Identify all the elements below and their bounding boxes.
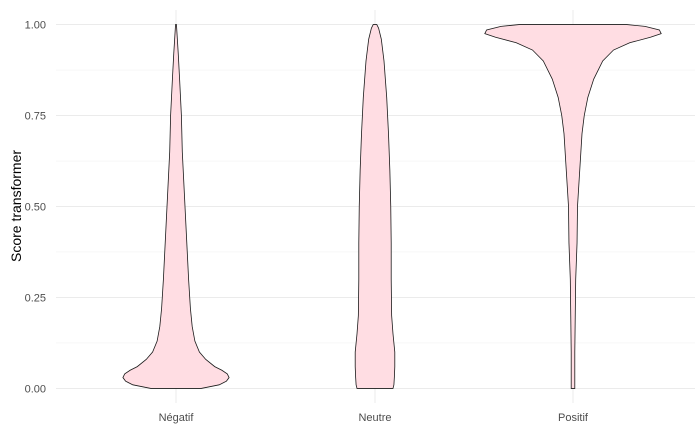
violin-positif	[484, 24, 662, 389]
y-tick-label: 0.75	[25, 111, 46, 123]
y-axis-title: Score transformer	[8, 150, 24, 262]
violin-negatif	[122, 24, 230, 389]
x-tick-label: Neutre	[358, 412, 391, 424]
violins	[122, 24, 662, 389]
y-tick-label: 0.50	[25, 202, 46, 214]
x-tick-label: Négatif	[159, 412, 195, 424]
x-tick-labels: Négatif Neutre Positif	[159, 412, 589, 424]
x-tick-label: Positif	[558, 412, 589, 424]
violin-neutre	[354, 24, 396, 389]
y-tick-label: 0.00	[25, 383, 46, 395]
y-tick-label: 1.00	[25, 20, 46, 32]
y-tick-labels: 0.00 0.25 0.50 0.75 1.00	[25, 20, 46, 396]
y-tick-label: 0.25	[25, 292, 46, 304]
